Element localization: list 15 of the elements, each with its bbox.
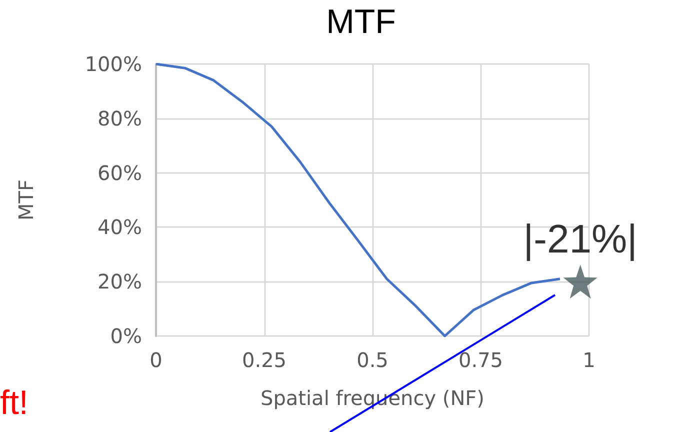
x-tick-label: 0	[150, 348, 162, 372]
text: ft!	[0, 384, 28, 422]
x-tick-label: 0.5	[356, 348, 388, 372]
y-tick-label: 80%	[98, 106, 142, 130]
y-tick-label: 60%	[98, 160, 142, 185]
x-tick-label: 1	[582, 348, 596, 372]
y-tick-label: 100%	[84, 52, 142, 76]
x-tick-label: 0.25	[242, 348, 287, 372]
y-tick-label: 40%	[98, 215, 142, 240]
x-tick-label: 0.75	[458, 348, 504, 372]
annotation: |-21%|	[523, 218, 638, 262]
y-axis-title: MTF	[14, 180, 38, 220]
y-tick-label: 0%	[110, 324, 142, 348]
chart-title: MTF	[326, 3, 396, 41]
y-tick-label: 20%	[98, 270, 142, 294]
